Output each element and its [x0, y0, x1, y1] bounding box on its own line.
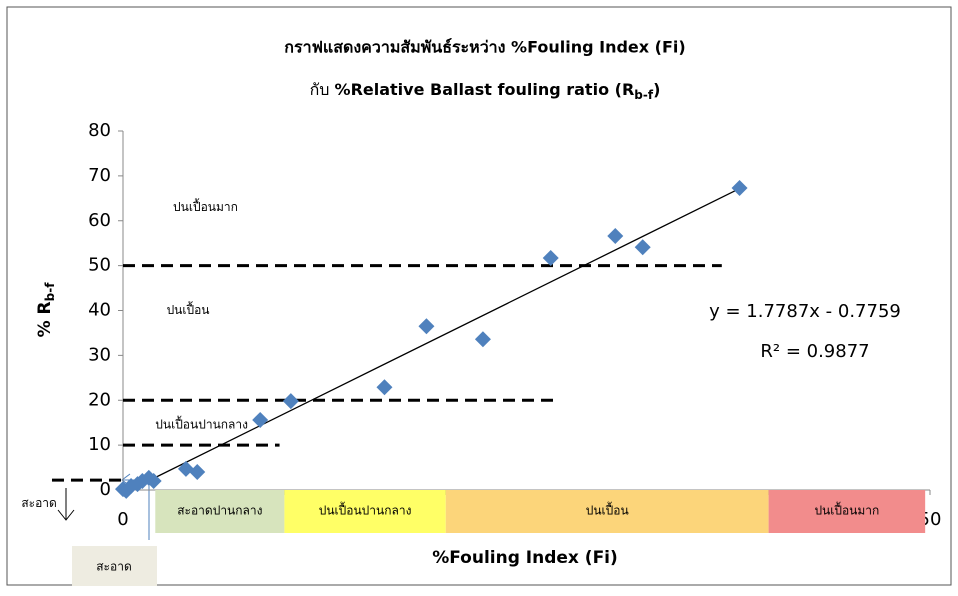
y-label-main: % R [35, 301, 55, 337]
chart-title: กราฟแสดงความสัมพันธ์ระหว่าง %Fouling Ind… [284, 38, 685, 57]
clean-box [72, 546, 157, 586]
point [177, 460, 194, 477]
y-tick-label: 60 [88, 210, 111, 231]
y-tick-label: 0 [100, 479, 111, 500]
point [418, 318, 435, 335]
point [474, 331, 491, 348]
zone-label: ปนเปื้อนมาก [814, 502, 879, 518]
y-tick-label: 20 [88, 389, 111, 410]
point [376, 379, 393, 396]
y-tick-label: 50 [88, 255, 111, 276]
zone-label: ปนเปื้อน [586, 502, 629, 518]
zone [284, 490, 446, 533]
trendline [130, 187, 740, 491]
region-label: ปนเปื้อนมาก [173, 198, 238, 214]
region-label: ปนเปื้อนปานกลาง [155, 415, 248, 431]
y-tick-label: 30 [88, 344, 111, 365]
clean-box-label: สะอาด [96, 560, 132, 574]
zone [445, 490, 769, 533]
trend-r2: R² = 0.9877 [760, 341, 869, 362]
x-axis-label: %Fouling Index (Fi) [432, 548, 618, 568]
subtitle-prefix: กับ [310, 80, 335, 99]
point [634, 239, 651, 256]
y-axis-label: % Rb-f [35, 282, 57, 338]
y-label-sub: b-f [43, 282, 57, 302]
point [145, 473, 162, 490]
zone [155, 490, 285, 533]
y-tick-label: 40 [88, 300, 111, 321]
point [282, 393, 299, 410]
zone [768, 490, 926, 533]
subtitle-sub: b-f [634, 88, 654, 102]
point [189, 464, 206, 481]
subtitle-suffix: ) [653, 80, 660, 99]
y-tick-label: 70 [88, 165, 111, 186]
arrow-head [57, 509, 75, 521]
zone-label: สะอาดปานกลาง [177, 504, 262, 518]
point [607, 228, 624, 245]
subtitle-main: %Relative Ballast fouling ratio (R [335, 80, 635, 99]
point [542, 249, 559, 266]
point [252, 411, 269, 428]
point [731, 179, 748, 196]
region-label: สะอาด [21, 496, 57, 510]
y-tick-label: 80 [88, 120, 111, 141]
chart-subtitle: กับ %Relative Ballast fouling ratio (Rb-… [310, 80, 661, 102]
trend-equation: y = 1.7787x - 0.7759 [709, 301, 901, 322]
y-tick-label: 10 [88, 434, 111, 455]
zone-label: ปนเปื้อนปานกลาง [319, 502, 412, 518]
frame [6, 6, 952, 586]
region-label: ปนเปื้อน [167, 301, 210, 317]
x-tick-label: 0 [117, 509, 128, 530]
